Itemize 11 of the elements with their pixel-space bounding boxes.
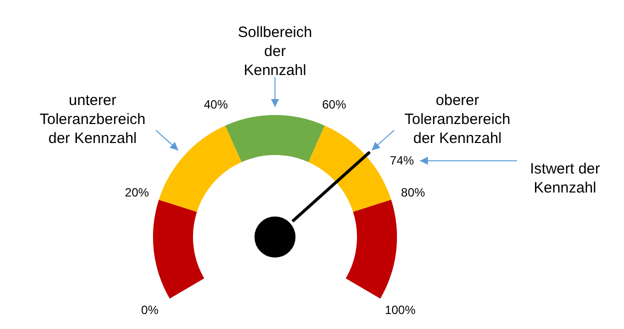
slice-label: Sollbereich der Kennzahl [238,24,312,79]
slice-label: oberer Toleranzbereich der Kennzahl [404,92,510,148]
text: 40% [204,98,228,112]
slice-label: unterer Toleranzbereich der Kennzahl [40,92,146,148]
text: 0% [141,303,159,318]
text: 74% [390,154,414,168]
text: 80% [401,186,426,200]
text: 20% [124,186,150,200]
text: 100% [384,303,416,318]
text: 60% [322,98,346,112]
text: Istwert der Kennzahl [530,160,600,197]
